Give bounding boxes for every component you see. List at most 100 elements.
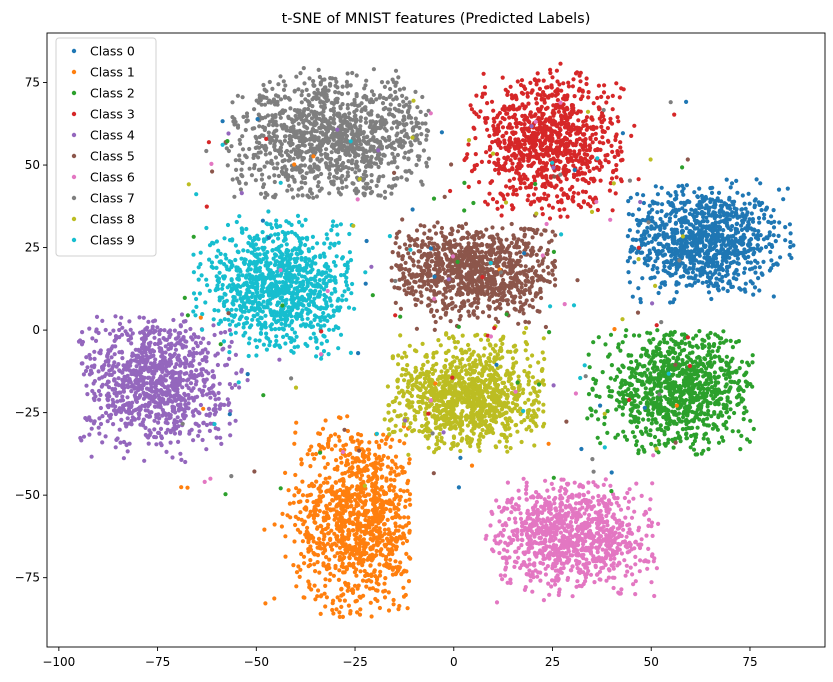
scatter-point bbox=[597, 394, 602, 399]
scatter-point bbox=[534, 137, 539, 143]
scatter-point bbox=[573, 71, 579, 76]
scatter-point bbox=[608, 332, 614, 337]
scatter-point bbox=[716, 190, 722, 195]
scatter-point bbox=[588, 145, 593, 150]
scatter-point bbox=[317, 508, 322, 514]
scatter-point bbox=[224, 362, 230, 367]
scatter-point bbox=[384, 491, 389, 496]
scatter-point bbox=[571, 77, 576, 82]
scatter-point bbox=[398, 560, 403, 565]
scatter-point bbox=[593, 131, 598, 136]
scatter-point bbox=[164, 449, 169, 454]
scatter-point bbox=[343, 542, 348, 547]
scatter-point bbox=[666, 408, 671, 413]
scatter-point bbox=[317, 473, 322, 478]
scatter-point bbox=[576, 88, 582, 93]
scatter-point bbox=[483, 120, 488, 125]
scatter-point bbox=[562, 144, 568, 150]
scatter-point bbox=[112, 338, 117, 343]
scatter-point bbox=[645, 367, 650, 372]
scatter-point bbox=[378, 463, 383, 468]
scatter-point bbox=[334, 535, 339, 540]
scatter-point bbox=[697, 329, 702, 334]
scatter-point bbox=[178, 323, 183, 328]
scatter-point bbox=[365, 492, 370, 497]
scatter-point bbox=[701, 400, 706, 405]
scatter-point bbox=[723, 243, 728, 248]
scatter-point bbox=[624, 437, 630, 442]
scatter-point bbox=[559, 122, 564, 127]
scatter-point bbox=[586, 352, 591, 357]
scatter-point bbox=[336, 517, 341, 522]
scatter-point bbox=[706, 408, 711, 414]
scatter-point bbox=[659, 427, 664, 433]
scatter-point bbox=[487, 159, 492, 164]
scatter-point bbox=[695, 355, 700, 360]
scatter-point bbox=[111, 328, 116, 333]
scatter-point bbox=[297, 574, 302, 580]
scatter-point bbox=[650, 219, 655, 224]
scatter-point bbox=[296, 564, 301, 569]
scatter-point bbox=[614, 374, 620, 379]
scatter-point bbox=[311, 539, 316, 544]
scatter-point bbox=[293, 430, 298, 435]
series-class-3 bbox=[463, 61, 641, 221]
scatter-point bbox=[188, 373, 193, 378]
scatter-point bbox=[153, 435, 159, 440]
scatter-point bbox=[585, 164, 591, 170]
scatter-point bbox=[325, 461, 330, 467]
scatter-point bbox=[401, 489, 406, 494]
scatter-point bbox=[566, 148, 571, 153]
scatter-point bbox=[406, 515, 411, 520]
scatter-point bbox=[677, 345, 682, 350]
scatter-point bbox=[229, 339, 234, 345]
scatter-point bbox=[713, 220, 718, 225]
scatter-point bbox=[606, 385, 611, 390]
scatter-point bbox=[701, 392, 706, 397]
scatter-point bbox=[645, 263, 650, 268]
scatter-point bbox=[653, 259, 658, 264]
scatter-point bbox=[725, 251, 731, 256]
scatter-point bbox=[205, 350, 210, 355]
scatter-point bbox=[213, 403, 218, 408]
scatter-point bbox=[106, 359, 111, 364]
scatter-point bbox=[607, 188, 613, 193]
scatter-point bbox=[660, 202, 665, 207]
scatter-point bbox=[321, 541, 326, 547]
scatter-point bbox=[554, 139, 560, 144]
scatter-point bbox=[524, 185, 529, 190]
scatter-point bbox=[608, 116, 613, 121]
scatter-point bbox=[385, 564, 390, 569]
scatter-point bbox=[737, 366, 742, 371]
scatter-point bbox=[403, 498, 408, 503]
scatter-point bbox=[499, 213, 504, 218]
scatter-point bbox=[702, 356, 707, 361]
scatter-point bbox=[354, 541, 359, 546]
scatter-point bbox=[660, 248, 665, 253]
series-class-2 bbox=[585, 328, 756, 457]
scatter-point bbox=[339, 604, 344, 610]
scatter-point bbox=[541, 128, 546, 133]
scatter-point bbox=[120, 398, 126, 403]
scatter-point bbox=[584, 115, 590, 120]
scatter-point bbox=[664, 233, 669, 238]
scatter-point bbox=[687, 351, 693, 356]
scatter-point bbox=[200, 393, 205, 398]
scatter-point bbox=[333, 480, 338, 485]
scatter-point bbox=[736, 272, 741, 277]
scatter-point bbox=[300, 493, 306, 498]
scatter-point bbox=[81, 434, 87, 439]
scatter-point bbox=[618, 369, 623, 374]
scatter-point bbox=[699, 451, 704, 456]
scatter-point bbox=[602, 421, 607, 427]
scatter-point bbox=[580, 145, 585, 150]
scatter-point bbox=[227, 356, 232, 361]
scatter-point bbox=[158, 426, 164, 431]
scatter-point bbox=[671, 228, 676, 233]
scatter-point bbox=[384, 554, 389, 560]
scatter-point bbox=[283, 554, 288, 559]
scatter-point bbox=[708, 372, 713, 377]
scatter-point bbox=[725, 269, 730, 274]
scatter-point bbox=[519, 78, 525, 83]
scatter-point bbox=[632, 123, 637, 128]
